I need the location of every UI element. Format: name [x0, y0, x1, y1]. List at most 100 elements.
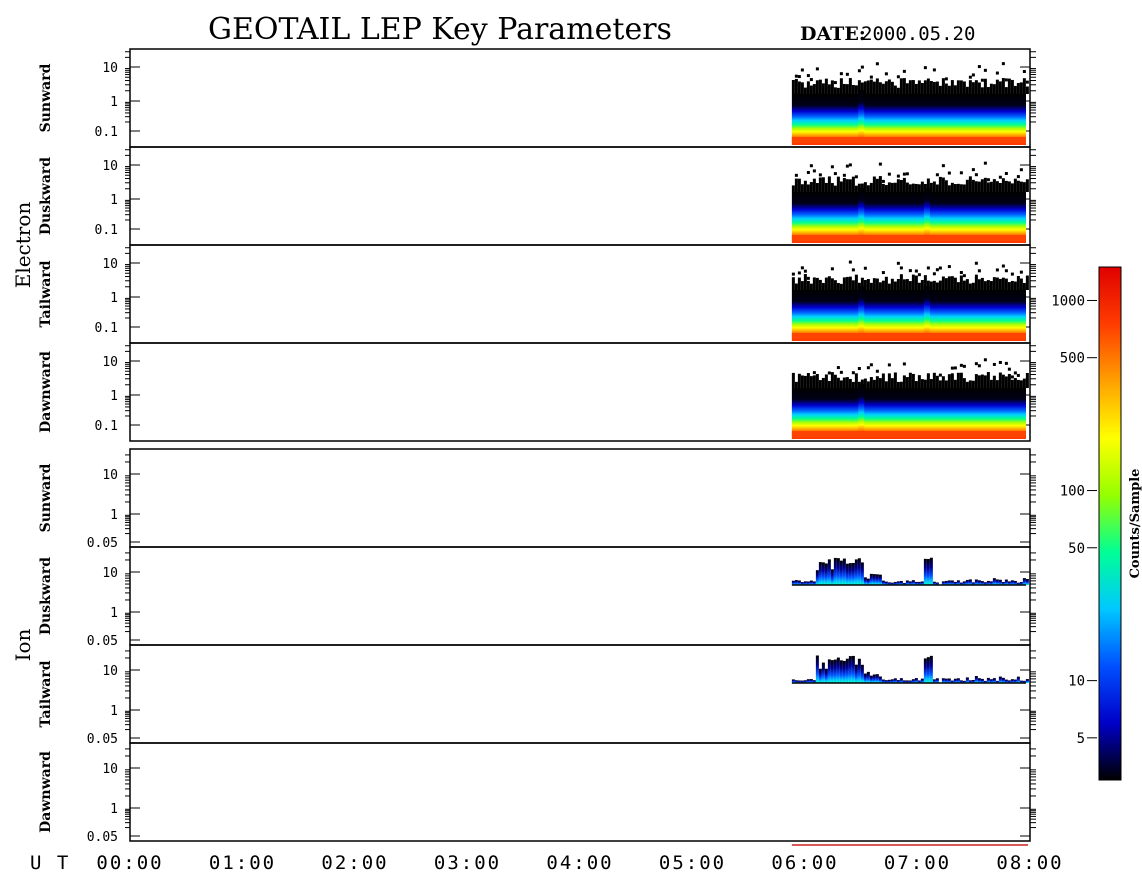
ion-flux-column — [854, 664, 858, 683]
panel-label: Tailward — [38, 260, 54, 327]
y-tick-label: 10 — [102, 468, 118, 483]
noise-column — [806, 184, 810, 192]
ion-flux-column — [953, 581, 957, 585]
ion-flux-column — [827, 559, 831, 585]
noise-column — [932, 181, 936, 192]
noise-speck — [905, 172, 909, 176]
noise-column — [893, 281, 897, 290]
date-label: DATE: — [800, 23, 866, 45]
ion-flux-column — [944, 580, 948, 585]
high-count-band — [791, 235, 1026, 241]
noise-column — [920, 82, 924, 94]
noise-column — [1013, 85, 1017, 94]
noise-column — [875, 78, 879, 94]
noise-column — [971, 179, 975, 192]
panel-frame — [129, 644, 1031, 744]
noise-speck — [1001, 264, 1005, 268]
noise-column — [809, 182, 813, 192]
noise-column — [803, 274, 807, 290]
noise-speck — [875, 62, 879, 66]
noise-column — [914, 275, 918, 290]
noise-column — [896, 381, 900, 388]
noise-column — [899, 179, 903, 192]
noise-column — [902, 375, 906, 388]
noise-column — [851, 381, 855, 388]
ion-flux-column — [806, 581, 810, 585]
ion-flux-column — [923, 658, 927, 683]
noise-column — [824, 374, 828, 388]
electron-spectrum-band — [791, 290, 1026, 341]
noise-speck — [998, 360, 1002, 364]
spectrum-spike — [923, 286, 930, 341]
noise-column — [935, 184, 939, 192]
ion-flux-column — [824, 563, 828, 585]
ion-flux-column — [980, 581, 984, 585]
noise-column — [1004, 87, 1008, 94]
ion-flux-column — [797, 580, 801, 585]
ion-flux-column — [1013, 679, 1017, 683]
noise-column — [908, 184, 912, 192]
noise-speck — [878, 162, 882, 166]
noise-column — [845, 377, 849, 388]
noise-speck — [992, 362, 996, 366]
noise-column — [968, 176, 972, 192]
panel-frame — [129, 448, 1031, 548]
ion-flux-column — [1019, 582, 1023, 585]
noise-column — [812, 84, 816, 94]
noise-column — [923, 379, 927, 388]
noise-speck — [1004, 172, 1008, 176]
noise-speck — [800, 266, 804, 270]
noise-speck — [941, 164, 945, 168]
noise-column — [800, 375, 804, 388]
ion-flux-column — [1010, 580, 1014, 585]
noise-column — [812, 375, 816, 388]
ion-flux-column — [965, 579, 969, 585]
noise-column — [884, 185, 888, 192]
noise-column — [965, 279, 969, 290]
noise-column — [794, 78, 798, 94]
noise-column — [965, 381, 969, 388]
noise-column — [962, 378, 966, 388]
ion-flux-column — [896, 680, 900, 683]
ion-flux-column — [950, 680, 954, 683]
noise-column — [968, 283, 972, 290]
noise-column — [944, 180, 948, 192]
noise-column — [923, 80, 927, 94]
noise-column — [938, 176, 942, 192]
noise-column — [815, 80, 819, 94]
ion-flux-column — [989, 581, 993, 585]
noise-column — [974, 274, 978, 290]
ion-flux-column — [989, 679, 993, 683]
ion-flux-column — [962, 680, 966, 683]
noise-column — [929, 81, 933, 94]
noise-column — [917, 80, 921, 94]
noise-column — [941, 376, 945, 388]
noise-column — [827, 380, 831, 388]
noise-speck — [932, 68, 936, 72]
ion-flux-column — [977, 678, 981, 683]
noise-speck — [953, 366, 957, 370]
noise-speck — [935, 268, 939, 272]
noise-column — [911, 183, 915, 192]
noise-column — [848, 276, 852, 290]
ion-flux-column — [986, 580, 990, 585]
ion-flux-column — [821, 562, 825, 585]
noise-speck — [884, 72, 888, 76]
noise-column — [863, 81, 867, 94]
ion-flux-column — [878, 676, 882, 683]
noise-speck — [839, 72, 843, 76]
ion-flux-column — [974, 579, 978, 585]
colorbar-tick-label: 5 — [1077, 731, 1085, 747]
noise-column — [995, 181, 999, 192]
noise-column — [878, 282, 882, 290]
spectrum-spike — [858, 90, 865, 145]
noise-column — [1013, 178, 1017, 192]
noise-column — [947, 185, 951, 192]
noise-column — [902, 177, 906, 192]
noise-speck — [845, 72, 849, 76]
noise-column — [803, 375, 807, 388]
noise-column — [971, 380, 975, 388]
noise-column — [1016, 83, 1020, 94]
ion-flux-column — [863, 673, 867, 683]
date-value: 2000.05.20 — [861, 23, 975, 45]
